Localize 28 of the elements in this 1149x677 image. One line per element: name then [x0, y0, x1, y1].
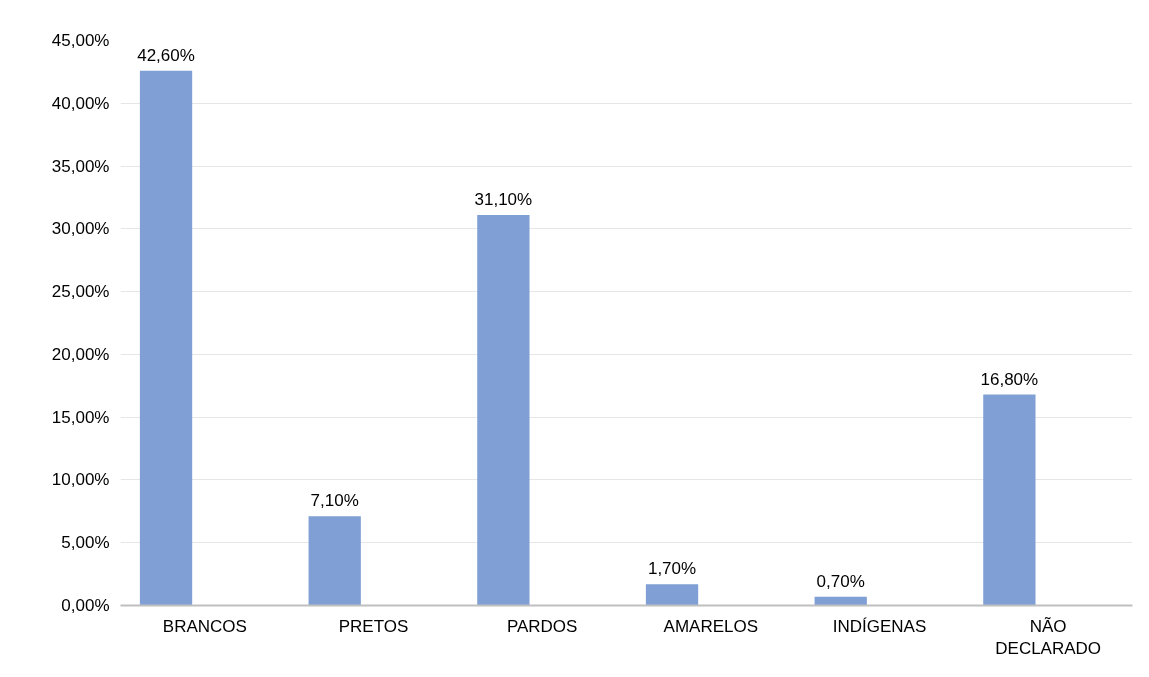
x-tick-label: AMARELOS	[663, 616, 759, 636]
data-label: 31,10%	[474, 190, 533, 210]
y-tick-label: 10,00%	[51, 470, 110, 490]
y-tick-label: 15,00%	[51, 407, 110, 427]
y-tick-label: 25,00%	[51, 282, 110, 302]
y-tick-label: 20,00%	[51, 344, 110, 364]
y-tick-label: 30,00%	[51, 219, 110, 239]
y-tick-label: 0,00%	[61, 596, 110, 615]
data-label: 7,10%	[310, 491, 359, 511]
data-label: 1,70%	[647, 559, 697, 579]
y-tick-label: 45,00%	[51, 31, 110, 50]
x-tick-label: BRANCOS	[162, 616, 247, 636]
data-label: 16,80%	[980, 369, 1039, 389]
data-label: 42,60%	[137, 45, 195, 65]
x-tick-label: NÃO DECLARADO	[995, 616, 1102, 659]
bar	[983, 394, 1036, 606]
y-tick-label: 5,00%	[61, 533, 110, 553]
bar	[308, 516, 361, 606]
y-tick-label: 35,00%	[51, 156, 110, 176]
x-tick-label: PARDOS	[506, 616, 578, 636]
bar	[477, 215, 530, 606]
data-label: 0,70%	[816, 571, 865, 591]
bar	[139, 70, 193, 606]
bar	[814, 596, 867, 606]
x-tick-label: INDÍGENAS	[832, 616, 927, 636]
y-tick-label: 40,00%	[51, 93, 110, 113]
x-tick-label: PRETOS	[338, 616, 409, 636]
bar	[645, 584, 699, 606]
